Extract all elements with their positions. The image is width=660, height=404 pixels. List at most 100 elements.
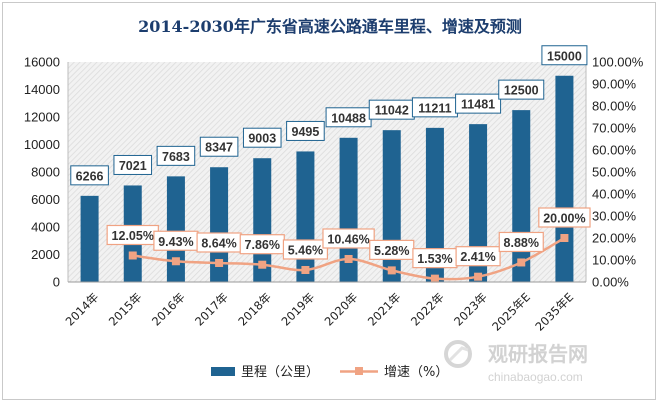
x-tick-label: 2025年E bbox=[489, 290, 533, 334]
watermark-logo-swoosh-icon bbox=[448, 346, 469, 362]
rate-label: 1.53% bbox=[417, 252, 452, 266]
x-axis: 2014年 2015年 2016年 2017年 2018年 2019年 2020年 2021年… bbox=[63, 281, 586, 334]
rate-marker bbox=[560, 234, 569, 242]
left-tick-label: 6000 bbox=[31, 192, 60, 207]
rate-label-box bbox=[322, 228, 375, 249]
watermark-cn: 观研报告网 bbox=[488, 342, 588, 366]
left-tick-label: 16000 bbox=[24, 55, 60, 70]
rate-label-box bbox=[455, 246, 501, 267]
bar bbox=[166, 176, 185, 282]
rate-label: 5.28% bbox=[374, 244, 409, 258]
rate-label: 20.00% bbox=[543, 212, 585, 226]
right-tick-label: 0.00% bbox=[592, 275, 629, 290]
x-tick-label: 2014年 bbox=[63, 290, 102, 329]
chart-title: 2014-2030年广东省高速公路通车里程、增速及预测 bbox=[138, 17, 522, 36]
bar bbox=[512, 110, 531, 282]
left-tick-label: 10000 bbox=[24, 137, 60, 152]
bar-label-box bbox=[156, 145, 196, 166]
rate-label: 10.46% bbox=[327, 232, 369, 246]
watermark: 观研报告网 chinabaogao.com bbox=[444, 340, 588, 384]
x-tick-label: 2035年E bbox=[532, 290, 576, 334]
right-tick-label: 70.00% bbox=[592, 121, 637, 136]
x-tick-label: 2023年 bbox=[451, 290, 490, 329]
bar-label-box bbox=[286, 120, 325, 141]
rate-label-box bbox=[282, 239, 329, 260]
bar bbox=[555, 75, 574, 282]
x-tick-label: 2020年 bbox=[322, 290, 361, 329]
bar-label-box bbox=[498, 79, 545, 100]
rate-marker bbox=[430, 274, 439, 283]
x-tick-label: 2015年 bbox=[106, 290, 145, 329]
right-tick-label: 100.00% bbox=[592, 55, 644, 70]
bar bbox=[210, 167, 229, 282]
bar-label: 8347 bbox=[205, 141, 233, 155]
line-series: 12.05% 9.43% 8.64% 7.86% 5.46% 10.46% 5.28% 1.5… bbox=[106, 207, 591, 283]
rate-marker bbox=[387, 266, 396, 275]
rate-marker bbox=[344, 254, 353, 263]
right-tick-label: 60.00% bbox=[592, 143, 637, 158]
left-tick-label: 8000 bbox=[31, 165, 60, 180]
rate-marker bbox=[128, 251, 137, 260]
bar-label-box bbox=[199, 136, 239, 157]
bar-label: 12500 bbox=[504, 84, 539, 98]
rate-label: 7.86% bbox=[245, 238, 280, 252]
bar bbox=[80, 195, 99, 282]
bar-label-box bbox=[113, 154, 153, 175]
bar-label: 9495 bbox=[292, 125, 320, 139]
bar-label: 7021 bbox=[119, 159, 147, 173]
rate-marker bbox=[474, 272, 483, 281]
bar-label-box bbox=[455, 93, 502, 114]
right-tick-label: 50.00% bbox=[592, 165, 637, 180]
right-tick-label: 20.00% bbox=[592, 231, 637, 246]
x-tick-label: 2022年 bbox=[408, 290, 447, 329]
right-axis: 0.00% 10.00% 20.00% 30.00% 40.00% 50.00% 60.00… bbox=[585, 55, 644, 290]
bar-label: 15000 bbox=[547, 49, 582, 63]
bar bbox=[469, 124, 488, 282]
right-tick-label: 10.00% bbox=[592, 253, 637, 268]
rate-label: 9.43% bbox=[158, 235, 193, 249]
right-tick-label: 90.00% bbox=[592, 77, 637, 92]
right-tick-label: 40.00% bbox=[592, 187, 637, 202]
left-tick-label: 0 bbox=[53, 275, 60, 290]
left-tick-label: 2000 bbox=[31, 247, 60, 262]
rate-label: 8.64% bbox=[201, 236, 236, 250]
bar-label: 11211 bbox=[418, 101, 451, 115]
legend-swatch-bar bbox=[211, 367, 235, 376]
bar-label-box bbox=[70, 165, 109, 186]
rate-label-box bbox=[498, 231, 544, 253]
rate-marker bbox=[301, 265, 310, 274]
rate-marker bbox=[171, 257, 180, 266]
left-axis: 0 2000 4000 6000 8000 10000 12000 14000 16000 bbox=[24, 55, 69, 290]
left-tick-label: 14000 bbox=[24, 82, 60, 97]
rate-label-box bbox=[538, 207, 591, 228]
rate-label: 8.88% bbox=[504, 236, 539, 250]
x-tick-label: 2021年 bbox=[365, 290, 404, 329]
bar-label: 9003 bbox=[248, 132, 276, 146]
watermark-logo-icon bbox=[444, 340, 472, 368]
legend-label-line: 增速（%） bbox=[384, 365, 448, 380]
bar-label: 6266 bbox=[76, 169, 104, 183]
right-tick-label: 80.00% bbox=[592, 99, 637, 114]
rate-marker bbox=[215, 258, 224, 267]
bar-label: 11481 bbox=[461, 98, 495, 112]
bar-series: 6266 7021 7683 8347 9003 9495 10488 11042 11211 1… bbox=[70, 45, 588, 282]
legend-label-bar: 里程（公里） bbox=[241, 365, 319, 380]
x-tick-label: 2019年 bbox=[278, 290, 317, 329]
watermark-en: chinabaogao.com bbox=[488, 370, 583, 384]
left-tick-label: 4000 bbox=[31, 220, 60, 235]
bar-label: 7683 bbox=[162, 150, 190, 164]
legend: 里程（公里） 增速（%） bbox=[211, 365, 448, 380]
bar-label-box bbox=[242, 127, 282, 148]
bar bbox=[296, 151, 315, 282]
bar bbox=[425, 127, 444, 282]
bar-label: 10488 bbox=[331, 111, 366, 125]
rate-label: 2.41% bbox=[460, 250, 495, 264]
chart-frame bbox=[2, 2, 656, 400]
rate-label: 5.46% bbox=[288, 243, 323, 257]
bar-label: 11042 bbox=[375, 104, 409, 118]
x-tick-label: 2016年 bbox=[149, 290, 188, 329]
bar-label-box bbox=[541, 45, 588, 66]
rate-marker bbox=[258, 260, 267, 269]
rate-label: 12.05% bbox=[112, 229, 154, 243]
right-tick-label: 30.00% bbox=[592, 209, 637, 224]
